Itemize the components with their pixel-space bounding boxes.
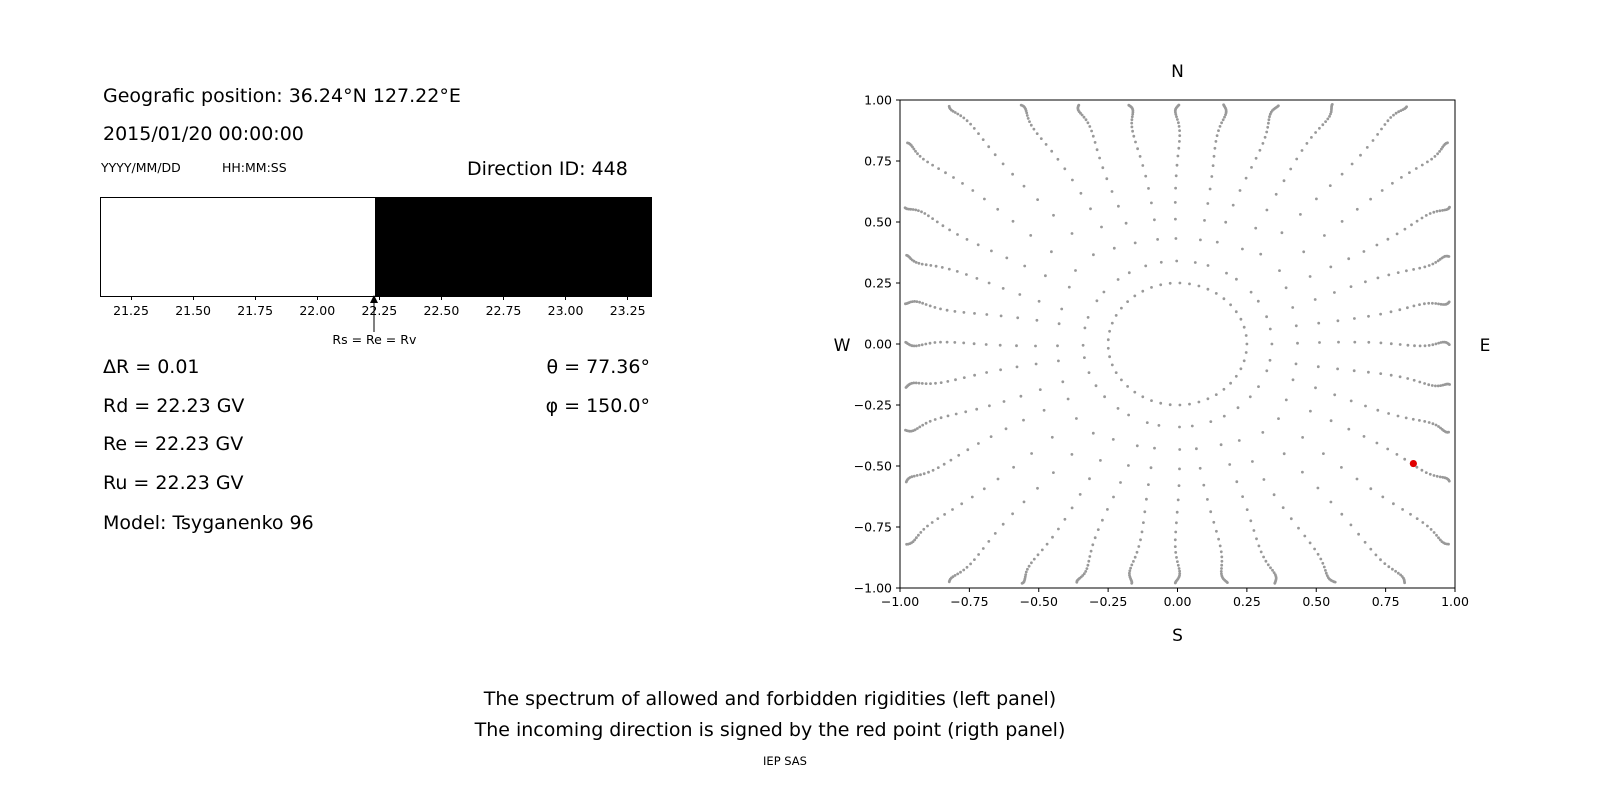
svg-text:1.00: 1.00 (1441, 594, 1469, 609)
spectrum-axis-ticks: 21.25 21.50 21.75 22.00 22.25 22.50 22.75 23.00… (100, 296, 650, 322)
incoming-direction-point (1409, 459, 1417, 468)
spectrum-tick-mark (565, 296, 567, 300)
svg-text:0.50: 0.50 (1302, 594, 1330, 609)
compass-south-label: S (1172, 626, 1183, 646)
svg-text:0.75: 0.75 (864, 154, 892, 169)
compass-west-label: W (834, 336, 851, 356)
caption-line-2: The incoming direction is signed by the … (474, 719, 1066, 741)
rigidity-spectrum-chart (100, 197, 652, 297)
theta-text: θ = 77.36° (546, 356, 650, 378)
spectrum-tick-mark (192, 296, 194, 300)
cutoff-arrow (370, 295, 379, 332)
datetime-text: 2015/01/20 00:00:00 (103, 123, 304, 145)
geographic-position-text: Geografic position: 36.24°N 127.22°E (103, 85, 461, 107)
axis-ticks: −1.00 −0.75 −0.50 −0.25 0.00 0.25 0.50 0.75 1.00… (854, 93, 1469, 610)
spectrum-tick-mark (254, 296, 256, 300)
direction-map-chart: −1.00 −0.75 −0.50 −0.25 0.00 0.25 0.50 0.75 1.00… (834, 62, 1491, 646)
svg-text:−0.25: −0.25 (854, 398, 892, 413)
direction-dots (903, 103, 1451, 585)
svg-text:0.00: 0.00 (1164, 594, 1192, 609)
svg-text:−0.75: −0.75 (854, 520, 892, 535)
date-format-label: YYYY/MM/DD (101, 160, 181, 175)
spectrum-tick-label: 21.25 (113, 303, 149, 318)
spectrum-tick-mark (378, 296, 380, 300)
spectrum-tick-label: 22.50 (423, 303, 460, 318)
spectrum-tick-label: 23.25 (609, 303, 646, 318)
svg-text:0.25: 0.25 (1233, 594, 1261, 609)
spectrum-tick-mark (130, 296, 132, 300)
model-text: Model: Tsyganenko 96 (103, 512, 314, 534)
cutoff-arrow-label: Rs = Re = Rv (332, 332, 417, 347)
phi-text: φ = 150.0° (545, 395, 650, 417)
time-format-label: HH:MM:SS (222, 160, 287, 175)
svg-text:−0.50: −0.50 (1020, 594, 1058, 609)
compass-east-label: E (1480, 336, 1491, 356)
plot-frame (899, 99, 1456, 589)
cutoff-arrow-head (370, 295, 379, 303)
spectrum-tick-label: 22.25 (361, 303, 398, 318)
rd-text: Rd = 22.23 GV (103, 395, 245, 417)
spectrum-tick-mark (502, 296, 504, 300)
spectrum-tick-mark (627, 296, 629, 300)
spectrum-tick-label: 23.00 (547, 303, 584, 318)
spectrum-tick-label: 21.75 (237, 303, 274, 318)
svg-text:−0.50: −0.50 (854, 459, 892, 474)
svg-text:0.00: 0.00 (864, 337, 892, 352)
re-text: Re = 22.23 GV (103, 433, 244, 455)
svg-text:0.25: 0.25 (864, 276, 892, 291)
spectrum-tick-label: 21.50 (175, 303, 211, 318)
credit-text: IEP SAS (763, 754, 807, 768)
svg-text:−1.00: −1.00 (881, 594, 919, 609)
svg-text:−0.75: −0.75 (950, 594, 988, 609)
svg-text:0.50: 0.50 (864, 215, 892, 230)
spectrum-tick-label: 22.00 (299, 303, 336, 318)
svg-text:−0.25: −0.25 (1089, 594, 1127, 609)
compass-north-label: N (1171, 62, 1184, 82)
ru-text: Ru = 22.23 GV (103, 472, 244, 494)
svg-text:1.00: 1.00 (864, 93, 892, 108)
spectrum-tick-mark (440, 296, 442, 300)
direction-id-text: Direction ID: 448 (467, 158, 628, 180)
spectrum-tick-mark (316, 296, 318, 300)
svg-text:0.75: 0.75 (1372, 594, 1400, 609)
svg-text:−1.00: −1.00 (854, 581, 892, 596)
spectrum-tick-label: 22.75 (485, 303, 522, 318)
delta-r-text: ΔR = 0.01 (103, 356, 200, 378)
caption-line-1: The spectrum of allowed and forbidden ri… (483, 688, 1057, 710)
forbidden-region (375, 198, 651, 296)
